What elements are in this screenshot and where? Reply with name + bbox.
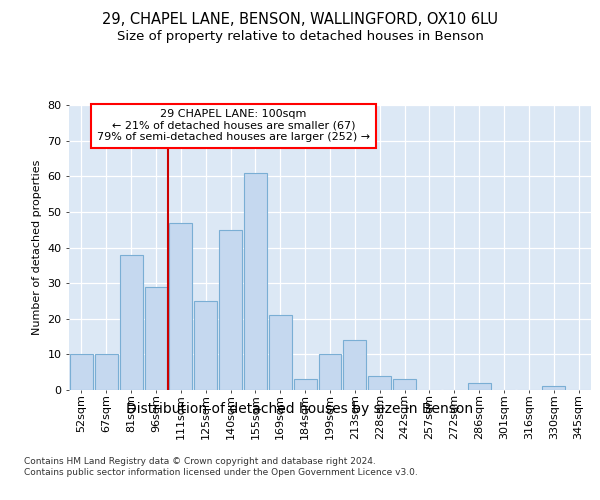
Bar <box>393 380 416 390</box>
Bar <box>542 386 565 390</box>
Bar <box>219 230 242 390</box>
Text: 29, CHAPEL LANE, BENSON, WALLINGFORD, OX10 6LU: 29, CHAPEL LANE, BENSON, WALLINGFORD, OX… <box>102 12 498 28</box>
Bar <box>95 354 118 390</box>
Bar <box>343 340 366 390</box>
Bar <box>194 301 217 390</box>
Bar <box>70 354 93 390</box>
Text: 29 CHAPEL LANE: 100sqm
← 21% of detached houses are smaller (67)
79% of semi-det: 29 CHAPEL LANE: 100sqm ← 21% of detached… <box>97 110 370 142</box>
Bar <box>294 380 317 390</box>
Bar <box>244 172 267 390</box>
Text: Contains HM Land Registry data © Crown copyright and database right 2024.
Contai: Contains HM Land Registry data © Crown c… <box>24 458 418 477</box>
Y-axis label: Number of detached properties: Number of detached properties <box>32 160 41 335</box>
Text: Distribution of detached houses by size in Benson: Distribution of detached houses by size … <box>127 402 473 416</box>
Bar <box>269 315 292 390</box>
Bar <box>368 376 391 390</box>
Bar <box>468 383 491 390</box>
Bar <box>120 254 143 390</box>
Text: Size of property relative to detached houses in Benson: Size of property relative to detached ho… <box>116 30 484 43</box>
Bar <box>169 222 192 390</box>
Bar <box>145 286 167 390</box>
Bar <box>319 354 341 390</box>
